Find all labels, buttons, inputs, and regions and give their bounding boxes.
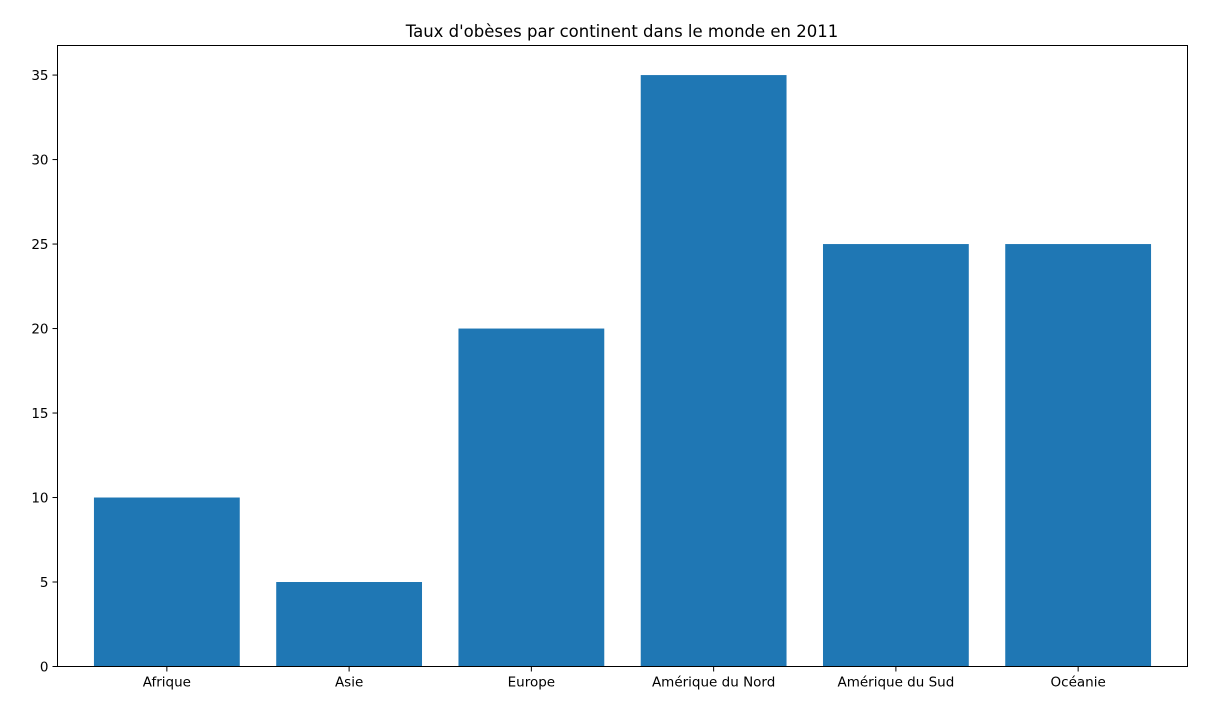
y-tick-label: 30 <box>31 153 48 169</box>
x-tick-label: Amérique du Nord <box>652 675 775 691</box>
y-tick-label: 15 <box>31 406 48 422</box>
plot-frame <box>57 45 1188 667</box>
bar-3 <box>640 75 787 667</box>
x-tick-label: Asie <box>335 675 363 691</box>
y-tick-label: 0 <box>40 660 49 676</box>
y-tick-label: 10 <box>31 491 48 507</box>
bar-4 <box>822 244 969 667</box>
y-tick-label: 25 <box>31 237 48 253</box>
x-tick-label: Europe <box>508 675 555 691</box>
x-tick-label: Afrique <box>143 675 191 691</box>
y-tick-label: 20 <box>31 322 48 338</box>
y-tick-label: 35 <box>31 68 48 84</box>
x-tick-label: Amérique du Sud <box>837 675 954 691</box>
x-axis: Afrique Asie Europe Amérique du Nord Amériqu… <box>143 666 1106 691</box>
bars-layer <box>93 75 1152 667</box>
chart-title: Taux d'obèses par continent dans le mond… <box>405 22 839 41</box>
y-axis: 0 5 10 15 20 25 30 35 <box>31 68 58 676</box>
y-tick-label: 5 <box>40 575 49 591</box>
x-tick-label: Océanie <box>1051 675 1106 691</box>
bar-2 <box>458 328 605 667</box>
bar-1 <box>276 582 423 667</box>
bar-0 <box>93 497 240 667</box>
bar-5 <box>1005 244 1152 667</box>
